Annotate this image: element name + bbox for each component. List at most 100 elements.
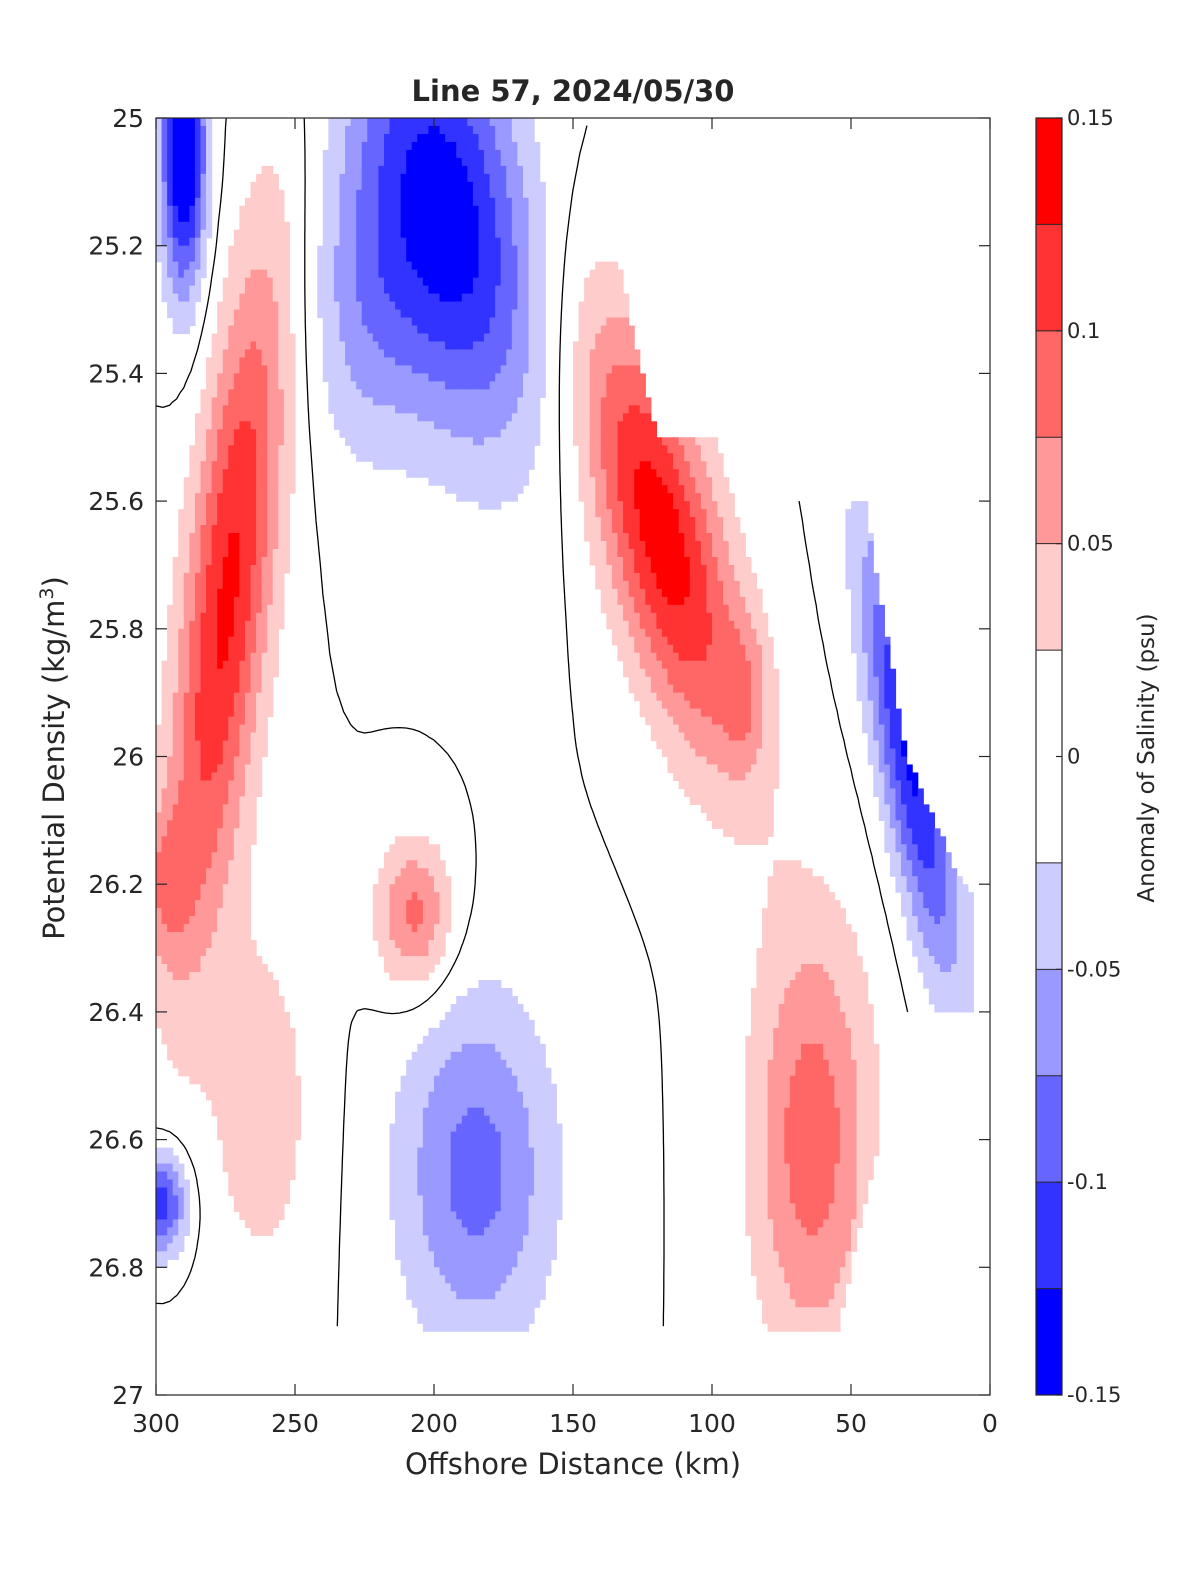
contour-cell xyxy=(261,309,268,319)
contour-cell xyxy=(695,716,702,726)
contour-cell xyxy=(484,277,491,287)
contour-cell xyxy=(172,572,179,582)
contour-cell xyxy=(500,285,507,295)
contour-cell xyxy=(522,405,530,414)
contour-cell xyxy=(434,181,441,191)
contour-cell xyxy=(328,285,335,295)
contour-cell xyxy=(500,205,507,215)
contour-cell xyxy=(611,556,619,566)
contour-cell xyxy=(750,668,758,678)
contour-cell xyxy=(200,165,207,175)
contour-cell xyxy=(867,604,874,614)
contour-cell xyxy=(522,301,530,311)
contour-cell xyxy=(417,173,424,183)
contour-cell xyxy=(650,692,657,702)
contour-cell xyxy=(678,660,685,670)
contour-cell xyxy=(867,684,874,694)
contour-cell xyxy=(467,277,474,287)
contour-cell xyxy=(506,189,513,199)
contour-cell xyxy=(534,341,541,351)
contour-cell xyxy=(595,485,602,494)
contour-cell xyxy=(528,421,535,430)
contour-cell xyxy=(484,293,491,303)
contour-cell xyxy=(200,453,207,462)
contour-cell xyxy=(667,501,674,510)
contour-cell xyxy=(178,149,185,159)
contour-cell xyxy=(461,349,468,359)
contour-cell xyxy=(189,636,196,646)
contour-cell xyxy=(495,165,502,175)
contour-cell xyxy=(239,365,246,374)
contour-cell xyxy=(611,572,619,582)
contour-cell xyxy=(901,780,908,790)
contour-cell xyxy=(411,205,418,215)
contour-cell xyxy=(584,485,591,494)
contour-cell xyxy=(222,692,229,702)
contour-cell xyxy=(278,429,285,438)
contour-cell xyxy=(634,445,641,454)
contour-cell xyxy=(267,429,274,438)
contour-cell xyxy=(428,437,435,446)
contour-cell xyxy=(167,796,174,805)
contour-cell xyxy=(884,772,891,782)
contour-cell xyxy=(250,772,257,782)
contour-cell xyxy=(244,245,252,255)
contour-cell xyxy=(345,133,352,143)
contour-cell xyxy=(244,564,252,574)
contour-cell xyxy=(617,349,624,359)
contour-cell xyxy=(673,692,680,702)
contour-cell xyxy=(712,437,719,446)
contour-cell xyxy=(745,604,752,614)
contour-cell xyxy=(489,293,496,303)
contour-cell xyxy=(445,477,452,486)
contour-cell xyxy=(456,125,463,135)
contour-cell xyxy=(734,533,741,542)
contour-cell xyxy=(222,572,229,582)
contour-cell xyxy=(734,764,741,774)
contour-cell xyxy=(217,357,224,367)
contour-cell xyxy=(889,740,897,750)
contour-cell xyxy=(417,365,424,374)
contour-cell xyxy=(378,285,385,295)
contour-cell xyxy=(739,588,746,598)
contour-cell xyxy=(211,652,218,662)
contour-cell xyxy=(228,301,235,311)
contour-cell xyxy=(217,437,224,446)
contour-cell xyxy=(328,141,335,151)
contour-cell xyxy=(411,118,418,127)
contour-cell xyxy=(434,237,441,247)
contour-cell xyxy=(250,325,257,335)
contour-cell xyxy=(172,189,179,199)
contour-cell xyxy=(356,389,363,398)
contour-cell xyxy=(584,365,591,374)
contour-cell xyxy=(156,125,163,135)
contour-cell xyxy=(339,141,346,151)
contour-cell xyxy=(717,533,724,542)
contour-cell xyxy=(428,389,435,398)
contour-cell xyxy=(495,477,502,486)
contour-cell xyxy=(867,748,874,758)
contour-cell xyxy=(756,724,763,734)
contour-cell xyxy=(745,628,752,638)
contour-cell xyxy=(706,780,713,790)
contour-cell xyxy=(256,612,263,622)
contour-cell xyxy=(267,293,274,303)
contour-cell xyxy=(700,445,708,454)
contour-cell xyxy=(595,301,602,311)
contour-cell xyxy=(611,453,619,462)
contour-cell xyxy=(617,317,624,327)
contour-cell xyxy=(617,397,624,406)
contour-cell xyxy=(428,237,435,247)
contour-cell xyxy=(684,660,691,670)
contour-cell xyxy=(206,652,213,662)
contour-cell xyxy=(745,572,752,582)
contour-cell xyxy=(256,365,263,374)
contour-cell xyxy=(500,229,507,239)
contour-cell xyxy=(578,405,585,414)
contour-cell xyxy=(217,700,224,710)
contour-cell xyxy=(328,333,335,343)
contour-cell xyxy=(350,261,357,271)
contour-cell xyxy=(517,293,524,303)
contour-cell xyxy=(267,461,274,470)
contour-cell xyxy=(528,221,535,231)
